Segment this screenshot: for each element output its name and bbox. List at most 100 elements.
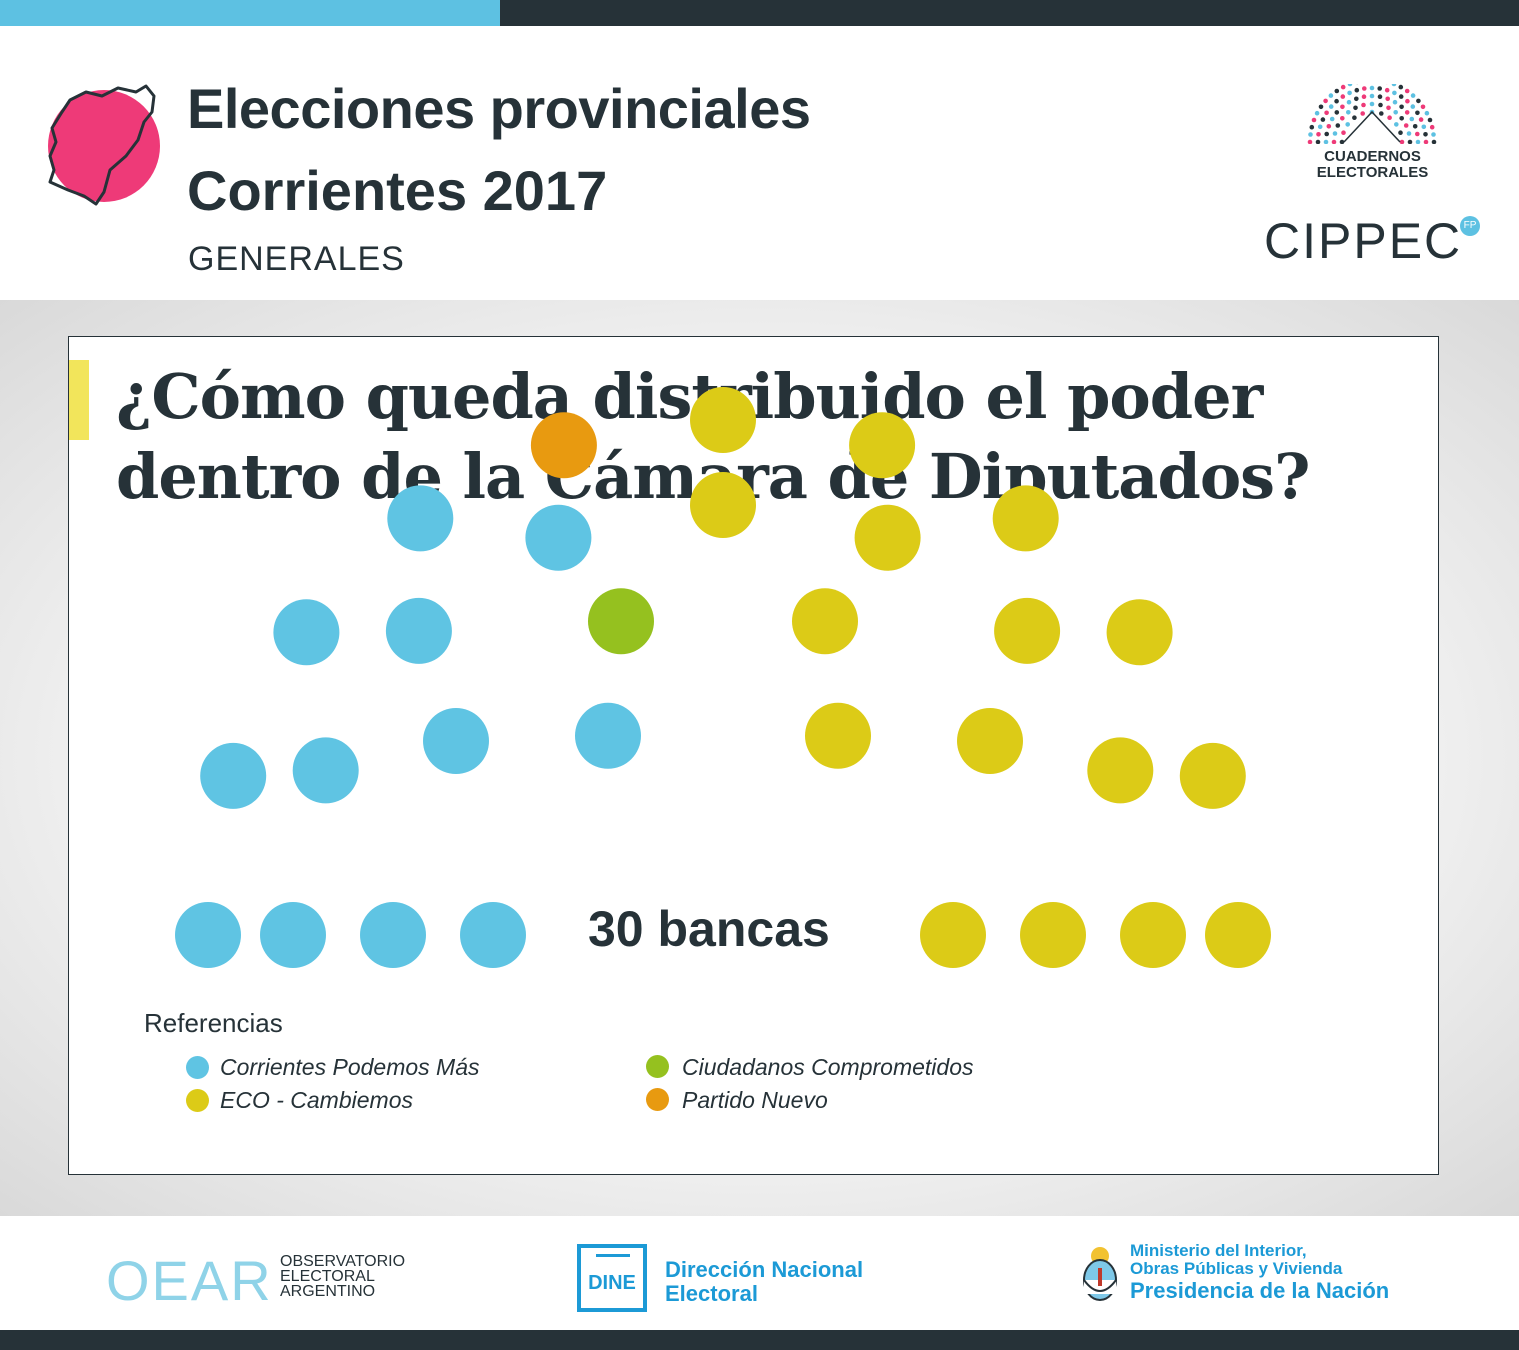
logo-dot <box>1326 124 1332 129</box>
logo-triangle <box>1343 110 1401 143</box>
seat-14 <box>530 412 597 479</box>
dne-logo-text: Dirección Nacional Electoral <box>665 1258 863 1306</box>
logo-dot <box>1309 124 1315 130</box>
election-type-subtitle: GENERALES <box>188 240 405 278</box>
logo-dot <box>1412 124 1418 129</box>
seat-6 <box>292 737 359 804</box>
presidencia-line: Presidencia de la Nación <box>1130 1278 1390 1303</box>
dine-logo-box <box>577 1244 647 1312</box>
logo-dot <box>1332 131 1338 136</box>
logo-dot <box>1416 98 1421 104</box>
seat-30 <box>1205 902 1271 968</box>
dne-line2: Electoral <box>665 1281 758 1306</box>
oear-sub-line3: ARGENTINO <box>280 1283 376 1300</box>
logo-dot <box>1393 110 1398 115</box>
logo-dot <box>1347 90 1352 96</box>
main-title-line2: Corrientes 2017 <box>187 159 608 222</box>
seat-8 <box>273 599 340 666</box>
logo-dot <box>1354 87 1360 93</box>
cuadernos-logo-line1: CUADERNOS <box>1324 148 1421 165</box>
logo-dot <box>1420 104 1426 110</box>
logo-dot <box>1353 105 1358 111</box>
logo-dot <box>1385 96 1390 102</box>
logo-dot <box>1324 110 1329 116</box>
logo-dot <box>1403 123 1409 128</box>
logo-dot <box>1317 124 1323 130</box>
logo-dot <box>1377 94 1383 99</box>
legend-dot-cambiemos <box>186 1089 209 1112</box>
logo-dot <box>1314 110 1320 116</box>
cippec-mark: FP <box>1460 216 1480 236</box>
seat-12 <box>525 504 592 571</box>
top-bar-dark <box>500 0 1519 26</box>
seat-9 <box>385 597 452 664</box>
seat-2 <box>360 902 426 968</box>
logo-dot <box>1404 110 1410 115</box>
seat-29 <box>1120 902 1186 968</box>
legend-label-podemos: Corrientes Podemos Más <box>220 1054 480 1080</box>
seat-11 <box>575 702 641 769</box>
logo-dot <box>1324 131 1329 137</box>
dine-logo-text: DINE <box>588 1272 636 1294</box>
logo-dot <box>1308 132 1313 137</box>
logo-dot <box>1369 93 1375 99</box>
logo-dot <box>1346 110 1351 115</box>
legend-label-ciudadanos: Ciudadanos Comprometidos <box>682 1054 974 1080</box>
logo-dot <box>1362 86 1367 91</box>
logo-dot <box>1409 116 1415 122</box>
logo-dot <box>1431 139 1437 145</box>
logo-dot <box>1410 104 1416 109</box>
logo-dot <box>1318 104 1324 110</box>
yellow-accent-bar <box>69 360 89 440</box>
logo-dot <box>1340 104 1345 110</box>
logo-dot <box>1423 132 1428 137</box>
seat-17 <box>792 588 858 655</box>
cuadernos-logo-line2: ELECTORALES <box>1316 164 1429 181</box>
logo-dot <box>1398 94 1404 99</box>
seat-19 <box>854 504 921 571</box>
ministerio-line1: Ministerio del Interior, <box>1130 1241 1307 1260</box>
seat-15 <box>690 472 756 538</box>
seat-25 <box>1087 737 1154 804</box>
legend-title: Referencias <box>144 1008 283 1038</box>
oear-logo: OEAR <box>106 1249 273 1312</box>
logo-dot <box>1328 93 1334 98</box>
seat-27 <box>920 902 986 968</box>
logo-dot <box>1339 139 1345 145</box>
logo-dot <box>1378 102 1383 108</box>
logo-dot <box>1352 115 1357 120</box>
legend-label-partido-nuevo: Partido Nuevo <box>682 1087 828 1113</box>
logo-dot <box>1345 122 1350 127</box>
logo-dot <box>1334 110 1340 115</box>
logo-dot <box>1369 85 1375 91</box>
logo-dot <box>1392 99 1398 105</box>
national-coat-of-arms-icon <box>1083 1247 1117 1301</box>
top-bar-accent <box>0 0 500 26</box>
logo-dot <box>1311 117 1317 123</box>
logo-dot <box>1415 110 1420 116</box>
seat-18 <box>849 412 916 479</box>
logo-dot <box>1341 130 1346 135</box>
question-line1: ¿Cómo queda distribuido el poder <box>116 360 1263 433</box>
dne-line1: Dirección Nacional <box>665 1257 864 1282</box>
logo-dot <box>1406 131 1412 136</box>
logo-dot <box>1415 139 1421 145</box>
logo-dot <box>1307 139 1313 145</box>
seat-3 <box>260 902 326 968</box>
seat-1 <box>460 902 526 968</box>
logo-dot <box>1329 116 1335 122</box>
logo-dot <box>1387 115 1392 120</box>
logo-dot <box>1398 84 1404 90</box>
logo-dot <box>1369 101 1375 107</box>
seat-21 <box>992 485 1059 552</box>
seat-20 <box>805 702 871 769</box>
seat-5 <box>200 742 267 809</box>
logo-dot <box>1315 139 1321 145</box>
logo-dot <box>1361 94 1367 99</box>
logo-dot <box>1377 86 1382 91</box>
logo-dot <box>1399 139 1405 145</box>
logo-dot <box>1410 93 1416 98</box>
seat-23 <box>957 708 1023 774</box>
legend-dot-ciudadanos <box>646 1055 669 1078</box>
